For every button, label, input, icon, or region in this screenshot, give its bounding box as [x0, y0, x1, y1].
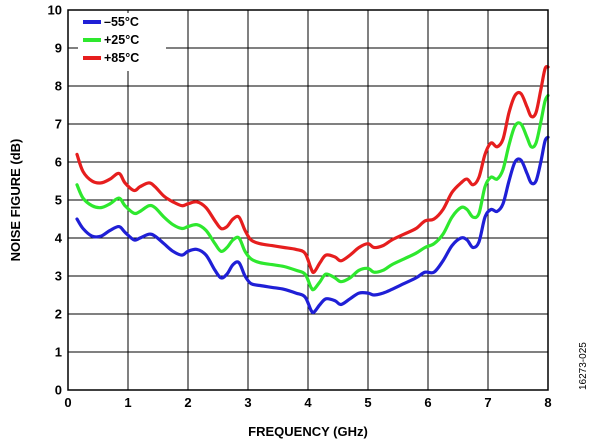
x-tick-label: 5 [364, 395, 371, 410]
x-tick-label: 6 [424, 395, 431, 410]
y-tick-label: 6 [55, 155, 62, 170]
x-tick-label: 4 [304, 395, 312, 410]
y-tick-label: 4 [55, 231, 63, 246]
figure-id: 16273-025 [578, 342, 589, 390]
x-tick-label: 1 [124, 395, 131, 410]
y-tick-label: 0 [55, 383, 62, 398]
legend-label-0: –55°C [104, 15, 139, 29]
x-tick-label: 7 [484, 395, 491, 410]
x-tick-label: 3 [244, 395, 251, 410]
y-axis-title: NOISE FIGURE (dB) [8, 139, 23, 262]
series-line-1 [75, 93, 550, 292]
y-tick-label: 3 [55, 269, 62, 284]
legend-label-1: +25°C [104, 33, 139, 47]
y-tick-label: 7 [55, 117, 62, 132]
y-tick-label: 1 [55, 345, 62, 360]
y-tick-label: 5 [55, 193, 62, 208]
legend: –55°C +25°C +85°C [78, 13, 166, 71]
y-tick-label: 9 [55, 41, 62, 56]
y-tick-label: 10 [48, 3, 62, 18]
series-line-2 [75, 65, 550, 275]
series-line-0 [75, 135, 550, 315]
x-axis-title: FREQUENCY (GHz) [248, 424, 368, 439]
y-tick-label: 2 [55, 307, 62, 322]
legend-label-2: +85°C [104, 51, 139, 65]
plot-frame [67, 9, 549, 391]
x-tick-label: 8 [544, 395, 551, 410]
y-tick-labels: 0 1 2 3 4 5 6 7 8 9 10 [48, 3, 63, 398]
x-tick-labels: 0 1 2 3 4 5 6 7 8 [64, 395, 551, 410]
x-tick-label: 2 [184, 395, 191, 410]
x-tick-label: 0 [64, 395, 71, 410]
series-lines [75, 65, 550, 315]
y-tick-label: 8 [55, 79, 62, 94]
